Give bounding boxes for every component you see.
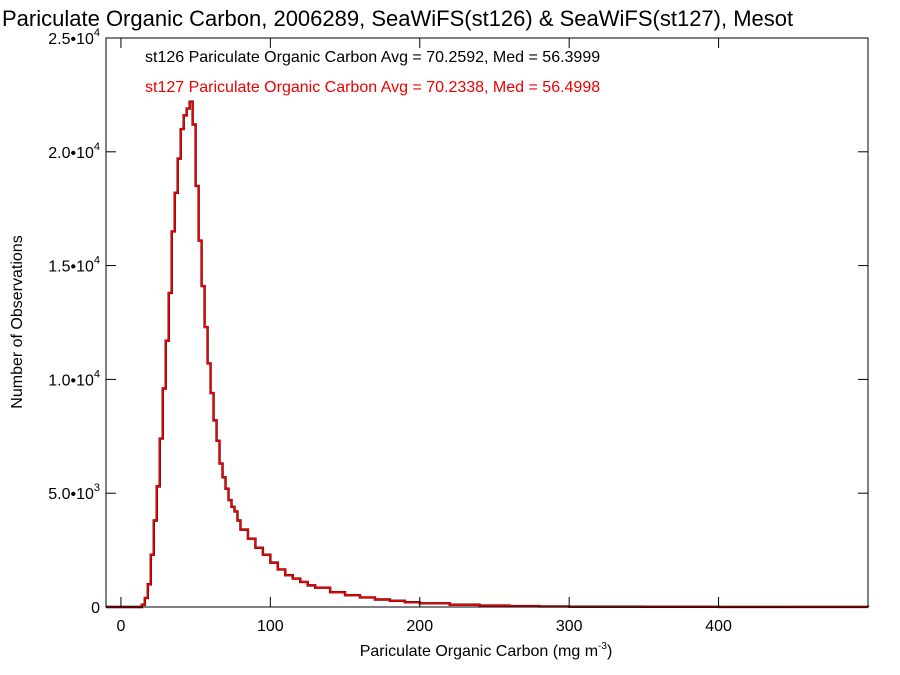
y-tick-label-base: 2.0•10 (48, 145, 94, 162)
axis-layer: 0 100 200 300 40005.0•1031.0•1041.5•1042.0•1… (48, 27, 868, 635)
series-line-st126 (106, 100, 870, 609)
x-axis-label-main: Pariculate Organic Carbon (mg m (360, 643, 598, 660)
y-tick-label-exponent: 4 (94, 141, 100, 153)
series-layer (106, 100, 870, 609)
legend-st126: st126 Pariculate Organic Carbon Avg = 70… (145, 49, 600, 66)
chart-title: Pariculate Organic Carbon, 2006289, SeaW… (2, 6, 793, 31)
y-tick-label-base: 1.0•10 (48, 372, 94, 389)
x-tick-label: 200 (406, 618, 433, 635)
y-tick-label: 2.0•104 (48, 141, 100, 162)
y-tick-label-base: 1.5•10 (48, 259, 94, 276)
x-axis-label-close: ) (607, 643, 612, 660)
y-tick-label-base: 0 (91, 600, 100, 617)
y-tick-label: 2.5•104 (48, 27, 100, 48)
y-tick-label-exponent: 4 (94, 255, 100, 267)
plot-frame (105, 37, 869, 608)
y-tick-label: 1.5•104 (48, 255, 100, 276)
x-tick-label: 100 (257, 618, 284, 635)
y-tick-label-exponent: 4 (94, 368, 100, 380)
x-axis-label-superscript: -3 (598, 641, 607, 652)
y-tick-label: 5.0•103 (48, 482, 100, 503)
x-tick-label: 0 (116, 618, 125, 635)
x-tick-label: 400 (705, 618, 732, 635)
x-axis-label: Pariculate Organic Carbon (mg m-3) (360, 641, 613, 660)
series-line-st127 (106, 100, 869, 608)
y-tick-label-base: 5.0•10 (48, 486, 94, 503)
y-tick-label-exponent: 3 (94, 482, 100, 494)
y-tick-label-exponent: 4 (94, 27, 100, 39)
y-tick-label: 1.0•104 (48, 368, 100, 389)
x-tick-label: 300 (556, 618, 583, 635)
legend-st127: st127 Pariculate Organic Carbon Avg = 70… (145, 79, 600, 96)
y-tick-label: 0 (91, 600, 100, 617)
y-tick-label-base: 2.5•10 (48, 31, 94, 48)
y-axis-label: Number of Observations (9, 235, 26, 408)
